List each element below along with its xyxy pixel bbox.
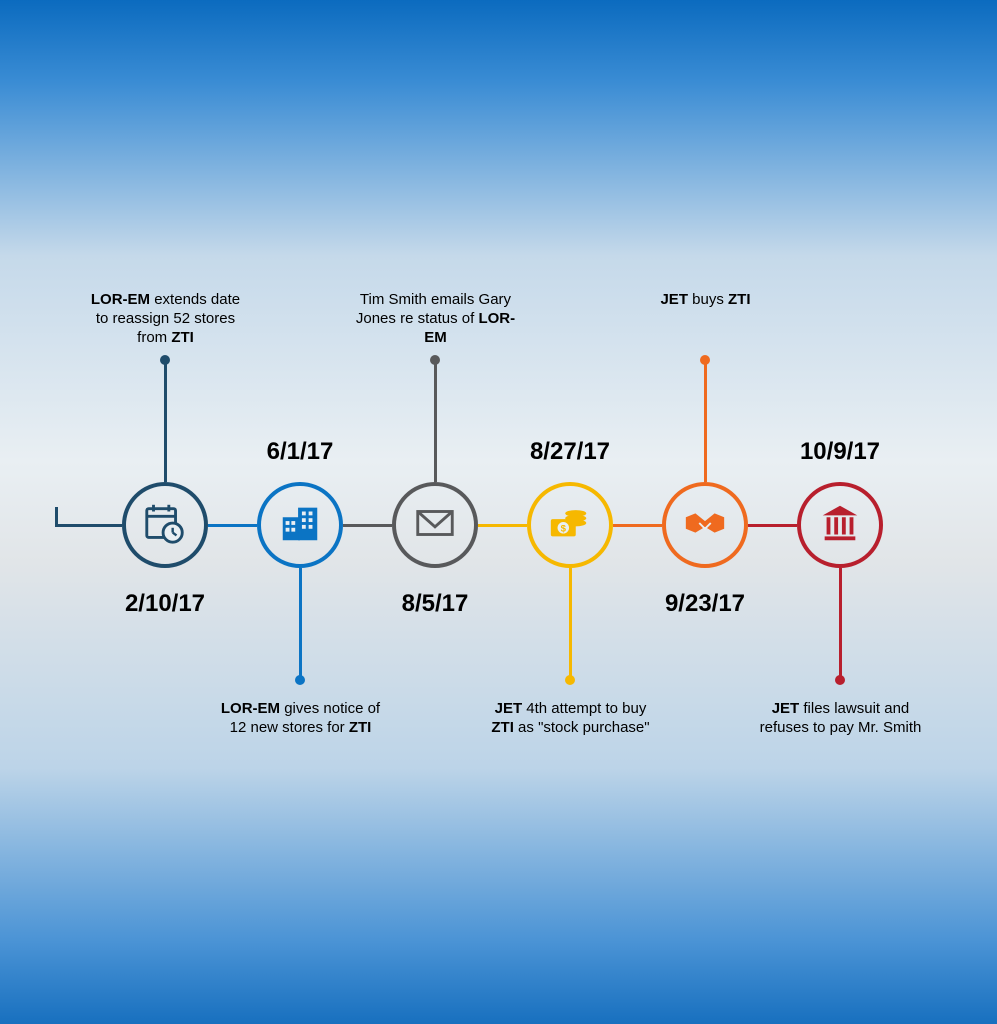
- timeline-node-4: $: [527, 482, 613, 568]
- timeline-node-5: [662, 482, 748, 568]
- timeline-node-3: [392, 482, 478, 568]
- timeline-date-2: 6/1/17: [240, 438, 360, 466]
- timeline-desc-2: LOR-EM gives notice of 12 new stores for…: [218, 700, 383, 738]
- buildings-icon: [277, 500, 323, 551]
- timeline-desc-1: LOR-EM extends date to reassign 52 store…: [83, 291, 248, 347]
- timeline-desc-4: JET 4th attempt to buy ZTI as "stock pur…: [488, 700, 653, 738]
- timeline-node-1: [122, 482, 208, 568]
- envelope-icon: [412, 500, 458, 551]
- handshake-icon: [682, 500, 728, 551]
- calendar-clock-icon: [142, 500, 188, 551]
- timeline-node-6: [797, 482, 883, 568]
- timeline-node-2: [257, 482, 343, 568]
- court-icon: [817, 500, 863, 551]
- svg-text:$: $: [561, 523, 567, 534]
- money-icon: $: [547, 500, 593, 551]
- timeline-date-4: 8/27/17: [510, 438, 630, 466]
- timeline-desc-5: JET buys ZTI: [623, 291, 788, 310]
- timeline-date-1: 2/10/17: [105, 590, 225, 618]
- timeline-date-3: 8/5/17: [375, 590, 495, 618]
- timeline-date-6: 10/9/17: [780, 438, 900, 466]
- timeline-desc-6: JET files lawsuit and refuses to pay Mr.…: [758, 700, 923, 738]
- timeline-date-5: 9/23/17: [645, 590, 765, 618]
- timeline-desc-3: Tim Smith emails Gary Jones re status of…: [353, 291, 518, 347]
